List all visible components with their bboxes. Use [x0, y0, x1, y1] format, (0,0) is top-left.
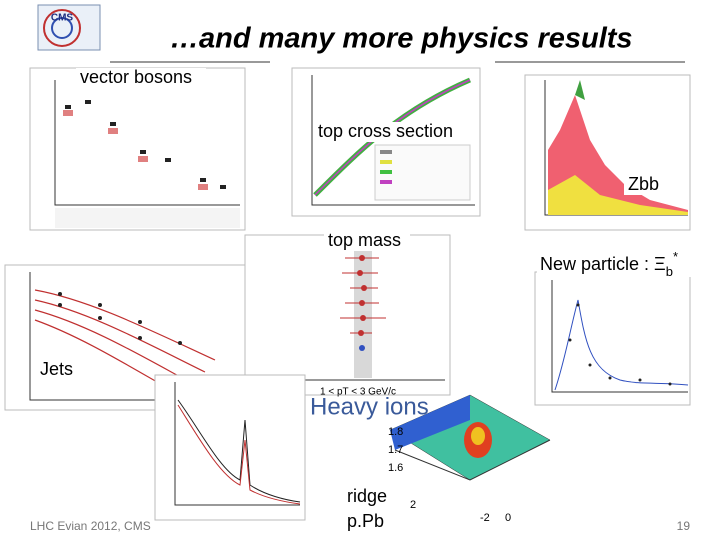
label-bg	[36, 360, 82, 380]
tick-label: 1.6	[388, 462, 403, 474]
label-bg	[314, 122, 469, 142]
section-label: New particle : Ξb*	[540, 249, 678, 279]
tick-label: 0	[505, 512, 511, 524]
plot-zbb	[524, 74, 691, 231]
section-label: Jets	[40, 359, 73, 379]
plot-top-mass	[244, 234, 451, 396]
label-part: b	[666, 264, 673, 279]
section-label: Zbb	[628, 174, 659, 194]
footer: LHC Evian 2012, CMS	[30, 519, 151, 533]
section-label: Heavy ions	[310, 393, 429, 420]
section-label: vector bosons	[80, 67, 192, 87]
page-number: 19	[677, 519, 691, 533]
label-bg	[324, 231, 410, 251]
label-part: New particle : Ξ	[540, 254, 666, 274]
tick-label: -2	[480, 512, 490, 524]
plot-heavy-ions-spectrum	[154, 374, 306, 521]
section-label: ridge	[347, 486, 387, 506]
tick-label: 1.8	[388, 426, 403, 438]
tick-label: 2	[410, 499, 416, 511]
tick-label: 1.7	[388, 444, 403, 456]
plot-ridge: 1.8 1.7 1.6 2 -2 0 1 < pT < 3 GeV/c	[320, 387, 551, 524]
label-part: *	[673, 249, 678, 264]
label-bg	[76, 68, 206, 88]
section-label: p.Pb	[347, 511, 384, 531]
logo-text: CMS	[51, 13, 74, 24]
label-bg	[537, 255, 702, 277]
plot-new-particle	[534, 271, 691, 406]
plot-vector-bosons	[29, 67, 246, 231]
section-label: top mass	[328, 230, 401, 250]
label-bg	[624, 175, 669, 195]
annotation: 1 < pT < 3 GeV/c	[320, 387, 396, 398]
section-label: top cross section	[318, 121, 453, 141]
cms-logo: CMS	[37, 4, 101, 51]
slide-title: …and many more physics results	[170, 23, 633, 55]
